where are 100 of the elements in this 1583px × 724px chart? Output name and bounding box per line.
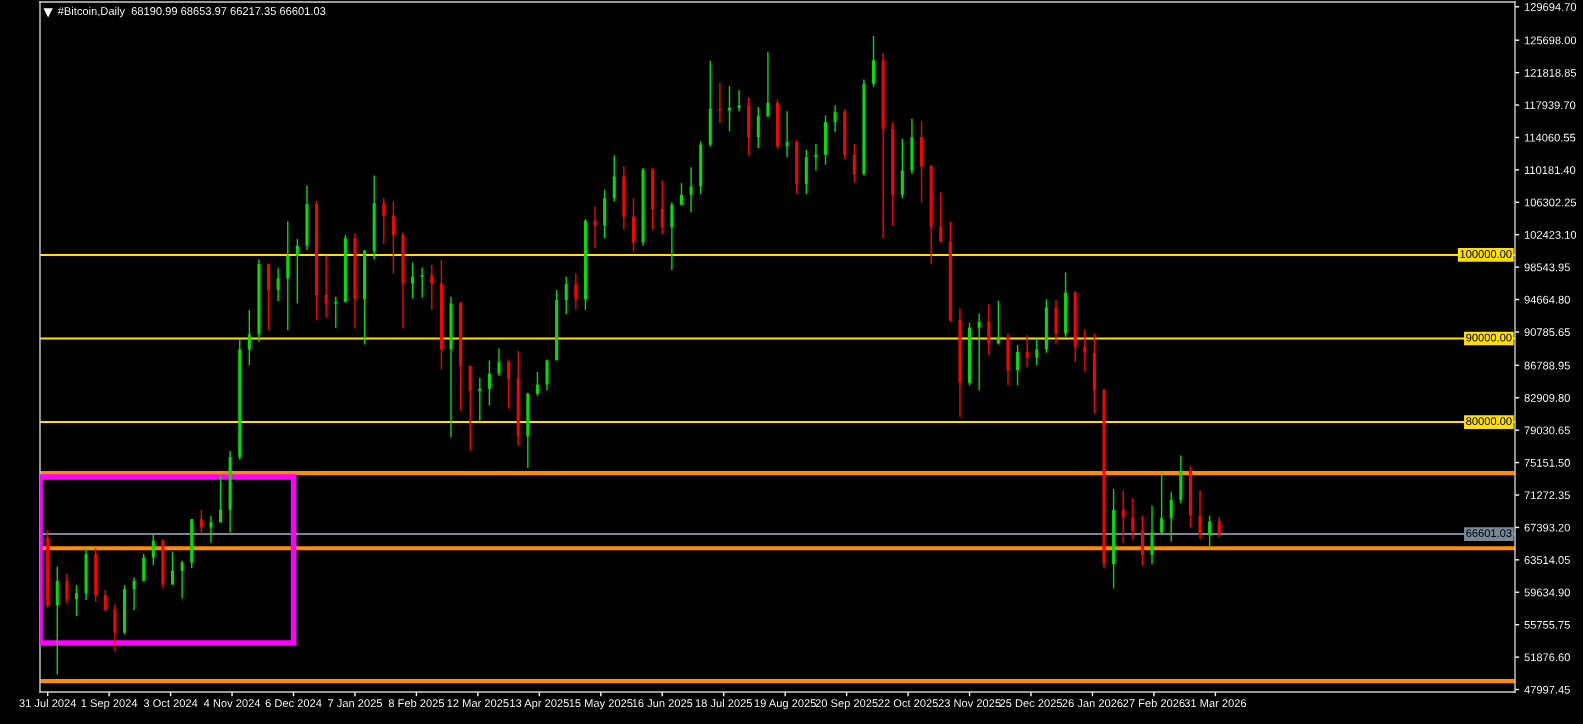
y-tick-label: 55755.75 <box>1524 621 1570 629</box>
x-tick-label: 16 Jun 2025 <box>632 699 693 708</box>
x-tick-label: 1 Sep 2024 <box>81 699 138 710</box>
candlestick <box>871 35 876 88</box>
candlestick <box>679 182 684 206</box>
ref-line-label: 66601.03 <box>1466 529 1512 538</box>
x-tick-label: 25 Dec 2025 <box>1000 699 1063 708</box>
x-tick-label: 18 Jul 2025 <box>695 698 752 708</box>
candlestick <box>535 371 539 397</box>
candlestick <box>487 359 491 407</box>
candlestick <box>1150 504 1154 565</box>
y-tick-label: 59634.90 <box>1524 588 1570 597</box>
candlestick <box>593 205 597 249</box>
candlestick <box>1131 497 1135 541</box>
candlestick <box>1121 489 1125 544</box>
candlestick <box>1025 334 1029 368</box>
candlestick <box>833 104 837 133</box>
y-tick-label: 121818.85 <box>1524 68 1577 77</box>
x-tick-label: 20 Sep 2025 <box>815 699 878 710</box>
x-tick-label: 26 Jan 2026 <box>1062 699 1123 708</box>
candlestick <box>574 272 578 310</box>
candlestick <box>1198 489 1202 540</box>
x-tick-label: 15 May 2025 <box>569 699 633 710</box>
candlestick <box>1169 491 1173 543</box>
candlestick <box>170 550 175 586</box>
chart-title: #Bitcoin,Daily 68190.99 68653.97 66217.35 66601.03 <box>57 6 326 18</box>
y-tick-label: 63514.05 <box>1524 556 1570 564</box>
y-tick-label: 90785.65 <box>1524 328 1570 337</box>
candlestick <box>286 220 290 331</box>
x-tick-label: 31 Mar 2026 <box>1184 699 1247 708</box>
candlestick <box>996 300 1000 346</box>
candlestick <box>219 474 223 524</box>
y-tick-label: 82909.80 <box>1524 394 1570 402</box>
y-tick-label: 47997.45 <box>1524 685 1570 694</box>
candlestick <box>382 197 386 245</box>
x-tick-label: 22 Oct 2025 <box>878 699 938 708</box>
x-tick-label: 12 Mar 2025 <box>447 699 509 708</box>
candlestick <box>151 534 155 566</box>
ref-line-label: 100000.00 <box>1460 250 1512 258</box>
y-tick-label: 129694.70 <box>1524 3 1577 11</box>
y-tick-label: 94664.80 <box>1524 295 1570 304</box>
candlestick <box>1217 516 1221 538</box>
candlestick <box>180 560 184 600</box>
x-tick-label: 27 Feb 2026 <box>1123 698 1185 708</box>
y-tick-label: 75151.50 <box>1524 458 1570 467</box>
candlestick <box>430 264 434 311</box>
y-tick-label: 117939.70 <box>1524 101 1576 110</box>
x-tick-label: 19 Aug 2025 <box>754 699 816 710</box>
candlestick <box>977 312 981 392</box>
candlestick <box>1208 514 1212 549</box>
candlestick <box>65 573 69 605</box>
candlestick <box>1083 328 1087 372</box>
y-tick-label: 106302.25 <box>1524 198 1577 207</box>
x-tick-label: 23 Nov 2025 <box>938 699 1001 708</box>
y-tick-label: 114060.55 <box>1524 133 1576 142</box>
candlestick <box>199 509 203 535</box>
y-tick-label: 102423.10 <box>1524 230 1577 239</box>
candlestick <box>497 347 501 377</box>
y-tick-label: 67393.20 <box>1524 523 1570 532</box>
candlestick <box>1160 471 1164 535</box>
candlestick <box>142 553 146 582</box>
x-tick-label: 13 Apr 2025 <box>510 699 569 710</box>
candlestick <box>103 589 107 613</box>
candlestick <box>689 166 693 214</box>
candlestick <box>756 106 760 149</box>
candlestick <box>247 309 251 366</box>
candlestick <box>564 275 568 315</box>
x-tick-label: 7 Jan 2025 <box>328 699 382 708</box>
candlestick <box>660 179 664 235</box>
candlestick <box>737 89 741 112</box>
y-tick-label: 79030.65 <box>1524 426 1570 435</box>
candlestick <box>852 143 856 183</box>
y-tick-label: 125698.00 <box>1524 36 1577 45</box>
ref-line-label: 90000.00 <box>1466 333 1512 342</box>
candlestick <box>785 110 789 158</box>
y-tick-label: 86788.95 <box>1524 361 1570 370</box>
candlestick <box>324 255 328 319</box>
y-tick-label: 51876.60 <box>1524 653 1570 662</box>
candlestick <box>74 584 79 617</box>
y-tick-label: 71272.35 <box>1524 491 1570 500</box>
x-tick-label: 6 Dec 2024 <box>265 699 322 708</box>
candlestick <box>276 267 280 302</box>
y-tick-label: 98543.95 <box>1524 263 1570 272</box>
x-tick-label: 4 Nov 2024 <box>203 699 261 708</box>
y-tick-label: 110181.40 <box>1524 166 1576 175</box>
x-tick-label: 31 Jul 2024 <box>19 698 77 708</box>
candlestick <box>420 266 424 299</box>
candlestick <box>939 191 943 244</box>
candlestick <box>987 303 991 356</box>
candlestick <box>209 514 213 544</box>
candlestick <box>670 201 674 271</box>
candlestick <box>766 51 770 118</box>
candlestick <box>612 154 616 203</box>
candlestick <box>113 603 117 652</box>
candlestick <box>507 358 511 410</box>
x-tick-label: 3 Oct 2024 <box>143 699 198 708</box>
candlestick <box>1035 337 1039 366</box>
candlestick <box>1016 344 1020 387</box>
candlestick <box>295 238 299 305</box>
candlestick <box>132 576 136 611</box>
